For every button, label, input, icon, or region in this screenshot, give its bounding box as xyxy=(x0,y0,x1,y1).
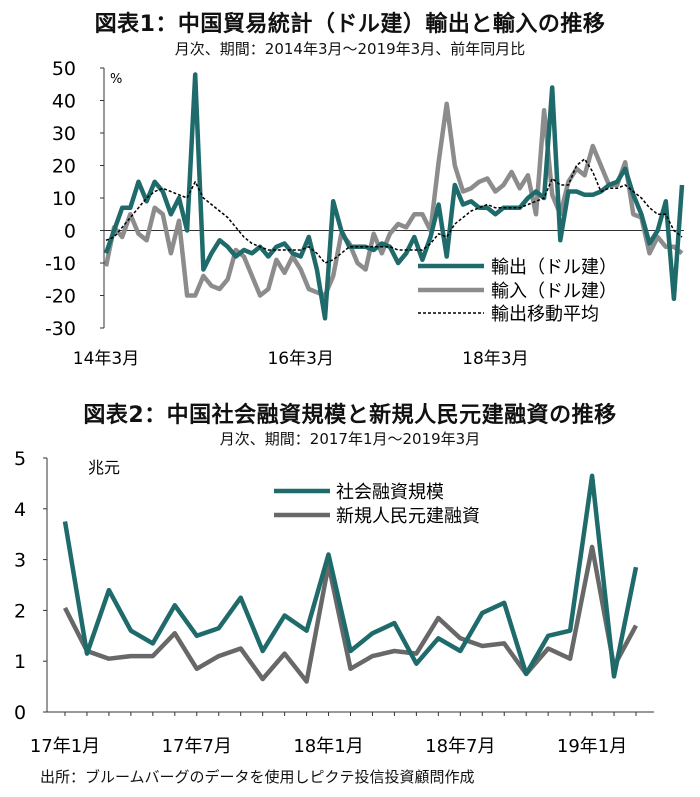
chart2-y-tick-label: 0 xyxy=(14,702,26,724)
chart1-y-tick-label: 10 xyxy=(52,188,76,210)
chart2-y-tick-label: 5 xyxy=(14,448,26,470)
chart1-y-tick-label: 30 xyxy=(52,123,76,145)
chart2-subtitle: 月次、期間：2017年1月～2019年3月 xyxy=(219,430,481,448)
chart1-legend-label: 輸出（ドル建） xyxy=(491,257,617,278)
chart2-legend-label: 新規人民元建融資 xyxy=(336,506,480,527)
chart1-y-tick-label: 50 xyxy=(52,58,76,80)
chart1-x-tick-label: 18年3月 xyxy=(462,349,528,369)
chart1-exports-line xyxy=(103,72,685,321)
chart2-title: 図表2：中国社会融資規模と新規人民元建融資の推移 xyxy=(83,403,617,428)
chart2-x-tick-label: 17年7月 xyxy=(162,736,232,757)
chart1-title: 図表1：中国貿易統計（ドル建）輸出と輸入の推移 xyxy=(94,12,606,37)
chart1-y-tick-label: 0 xyxy=(64,221,76,243)
chart2-y-tick-label: 1 xyxy=(14,651,26,673)
chart2-new-yuan-loans-line xyxy=(62,544,638,684)
chart1-subtitle: 月次、期間：2014年3月～2019年3月、前年同月比 xyxy=(174,40,526,58)
chart1-y-tick-label: 40 xyxy=(52,91,76,113)
chart1-x-tick-label: 16年3月 xyxy=(267,349,333,369)
chart1-moving-average-line xyxy=(105,158,683,264)
chart1-plot: 50 40 30 20 10 0 -10 -20 -30% 14年3月 16年3月 18年3月 輸出（ド… xyxy=(45,58,685,369)
chart1-y-unit-label: % xyxy=(110,72,122,87)
chart1-imports-line xyxy=(103,101,684,298)
chart2-legend-label: 社会融資規模 xyxy=(336,482,444,503)
chart1-legend-label: 輸出移動平均 xyxy=(491,304,599,325)
chart1-y-tick-label: -30 xyxy=(45,318,76,340)
chart2-y-tick-label: 3 xyxy=(14,550,26,572)
chart1-legend-label: 輸入（ドル建） xyxy=(491,281,617,302)
chart1-y-tick-label: -20 xyxy=(45,286,76,308)
chart2-y-tick-label: 4 xyxy=(14,499,26,521)
chart2-y-tick-label: 2 xyxy=(14,600,26,622)
chart1-x-tick-label: 14年3月 xyxy=(73,349,139,369)
chart2-total-social-financing-line xyxy=(62,473,639,679)
chart1-y-tick-label: 20 xyxy=(52,156,76,178)
source-note: 出所：ブルームバーグのデータを使用しピクテ投信投資顧問作成 xyxy=(40,768,475,786)
chart2-x-tick-label: 18年1月 xyxy=(293,736,363,757)
chart2-x-tick-label: 17年1月 xyxy=(30,736,100,757)
chart1-y-tick-label: -10 xyxy=(45,253,76,275)
chart2-x-tick-label: 18年7月 xyxy=(425,736,495,757)
chart2-y-unit-label: 兆元 xyxy=(88,458,120,477)
chart2-x-tick-label: 19年1月 xyxy=(557,736,627,757)
